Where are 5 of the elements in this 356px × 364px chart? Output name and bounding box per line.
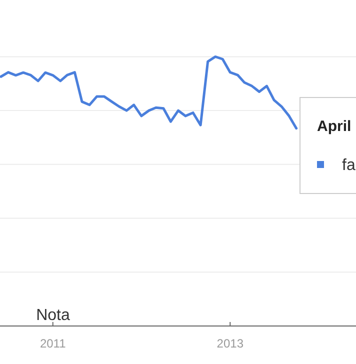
annotation: Nota — [36, 307, 70, 324]
legend-label: fa — [342, 157, 356, 174]
x-tick-label: 2013 — [216, 336, 244, 350]
legend-title: April — [317, 118, 352, 135]
x-tick-label: 2011 — [40, 336, 66, 350]
